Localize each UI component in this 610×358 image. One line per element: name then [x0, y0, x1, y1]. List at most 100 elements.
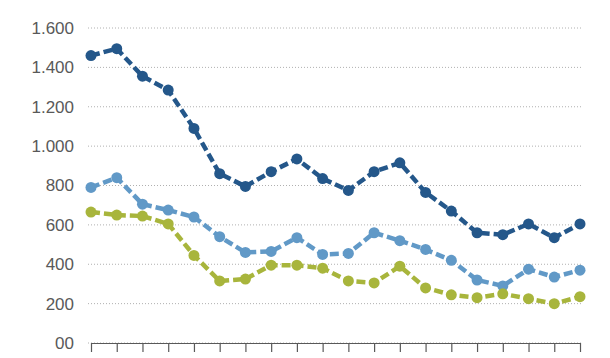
marker — [369, 166, 380, 177]
marker — [549, 298, 560, 309]
grid-line — [88, 303, 582, 304]
x-tick — [117, 343, 118, 352]
marker — [523, 218, 534, 229]
marker — [523, 264, 534, 275]
x-tick-mark — [297, 343, 298, 352]
marker — [163, 218, 174, 229]
x-axis-line — [92, 343, 581, 344]
marker — [497, 288, 508, 299]
marker — [575, 265, 586, 276]
marker — [188, 212, 199, 223]
marker — [137, 71, 148, 82]
marker — [343, 275, 354, 286]
x-tick — [529, 343, 530, 352]
x-tick — [374, 343, 375, 352]
marker — [497, 229, 508, 240]
x-tick-mark — [323, 343, 324, 352]
y-tick: 00 — [55, 334, 88, 353]
x-tick-mark — [271, 343, 272, 352]
y-tick-label: 400 — [46, 255, 74, 274]
x-axis — [92, 343, 581, 352]
marker — [394, 261, 405, 272]
grid — [88, 28, 582, 343]
marker — [188, 250, 199, 261]
x-tick-mark — [117, 343, 118, 352]
x-tick-mark — [580, 343, 581, 352]
marker — [291, 232, 302, 243]
x-tick-mark — [168, 343, 169, 352]
x-tick-mark — [194, 343, 195, 352]
y-tick-label: 1.400 — [31, 58, 74, 77]
x-tick-mark — [554, 343, 555, 352]
y-tick: 600 — [46, 216, 88, 235]
marker — [369, 227, 380, 238]
y-tick: 1.000 — [31, 137, 88, 156]
y-tick: 1.200 — [31, 98, 88, 117]
marker — [86, 50, 97, 61]
marker — [317, 249, 328, 260]
x-tick — [271, 343, 272, 352]
marker — [266, 166, 277, 177]
marker — [266, 246, 277, 257]
marker — [317, 173, 328, 184]
x-tick — [348, 343, 349, 352]
y-axis: 002004006008001.0001.2001.4001.600 — [31, 19, 88, 353]
marker — [291, 153, 302, 164]
x-tick — [245, 343, 246, 352]
marker — [523, 293, 534, 304]
marker — [575, 218, 586, 229]
series — [86, 43, 586, 243]
grid-line — [88, 146, 582, 147]
x-tick-mark — [91, 343, 92, 352]
y-tick-label: 600 — [46, 216, 74, 235]
grid-line — [88, 224, 582, 225]
x-tick-mark — [451, 343, 452, 352]
marker — [472, 292, 483, 303]
x-tick-mark — [400, 343, 401, 352]
x-tick-mark — [220, 343, 221, 352]
marker — [549, 272, 560, 283]
marker — [86, 182, 97, 193]
y-tick-label: 1.200 — [31, 98, 74, 117]
y-tick: 1.600 — [31, 19, 88, 38]
x-tick — [168, 343, 169, 352]
chart: 002004006008001.0001.2001.4001.600 — [0, 0, 610, 358]
marker — [163, 85, 174, 96]
x-tick-mark — [245, 343, 246, 352]
x-tick — [91, 343, 92, 352]
marker — [214, 231, 225, 242]
x-tick-mark — [142, 343, 143, 352]
y-tick: 1.400 — [31, 58, 88, 77]
series-line — [91, 212, 580, 304]
x-tick — [426, 343, 427, 352]
y-tick: 400 — [46, 255, 88, 274]
grid-line — [88, 28, 582, 29]
marker — [394, 157, 405, 168]
x-tick-mark — [477, 343, 478, 352]
x-tick — [400, 343, 401, 352]
marker — [420, 282, 431, 293]
x-tick-mark — [425, 343, 426, 352]
grid-line — [88, 264, 582, 265]
marker — [266, 260, 277, 271]
marker — [291, 260, 302, 271]
marker — [420, 187, 431, 198]
marker — [446, 255, 457, 266]
plot-area — [86, 43, 586, 309]
grid-line — [88, 343, 582, 344]
series-line — [91, 49, 580, 238]
x-tick — [297, 343, 298, 352]
x-tick — [220, 343, 221, 352]
marker — [188, 123, 199, 134]
x-tick — [477, 343, 478, 352]
marker — [317, 263, 328, 274]
marker — [369, 277, 380, 288]
x-tick — [503, 343, 504, 352]
y-tick: 200 — [46, 295, 88, 314]
marker — [214, 168, 225, 179]
marker — [240, 181, 251, 192]
marker — [446, 289, 457, 300]
x-tick — [451, 343, 452, 352]
marker — [240, 274, 251, 285]
marker — [446, 206, 457, 217]
